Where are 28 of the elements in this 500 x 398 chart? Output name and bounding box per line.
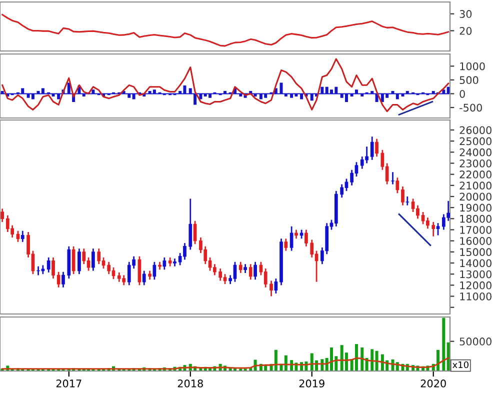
- y-tick-label: 500: [460, 76, 478, 84]
- x-tick-label: 2018: [178, 380, 203, 388]
- y-tick-label: 20000: [460, 192, 492, 201]
- y-tick-label: 30: [460, 10, 472, 18]
- y-tick-label: 23000: [460, 159, 492, 168]
- y-tick-label: 13000: [460, 270, 492, 278]
- y-tick-label: 12000: [460, 281, 492, 290]
- y-tick-label: 15000: [460, 248, 492, 256]
- y-tick-label: 16000: [460, 237, 492, 245]
- y-tick-label: 24000: [460, 148, 492, 156]
- y-tick-label: 11000: [460, 292, 492, 300]
- x-tick-label: 2017: [56, 380, 82, 388]
- x-tick-label: 2020: [420, 380, 446, 388]
- x-tick-label: 2019: [299, 380, 324, 388]
- y-tick-label: 50000: [460, 338, 492, 346]
- y-tick-label: 18000: [460, 214, 492, 223]
- y-tick-label: 26000: [460, 126, 492, 134]
- y-tick-label: 17000: [460, 226, 492, 234]
- y-tick-label: 22000: [460, 170, 492, 178]
- y-tick-label: 25000: [460, 137, 492, 146]
- y-tick-label: -500: [460, 104, 482, 112]
- y-tick-label: 19000: [460, 204, 492, 212]
- text: x10: [452, 361, 468, 368]
- y-tick-label: 14000: [460, 259, 492, 268]
- y-tick-label: 21000: [460, 182, 492, 190]
- y-tick-label: 20: [460, 26, 472, 35]
- y-tick-label: 1000: [460, 62, 485, 70]
- y-tick-label: 0: [460, 90, 465, 98]
